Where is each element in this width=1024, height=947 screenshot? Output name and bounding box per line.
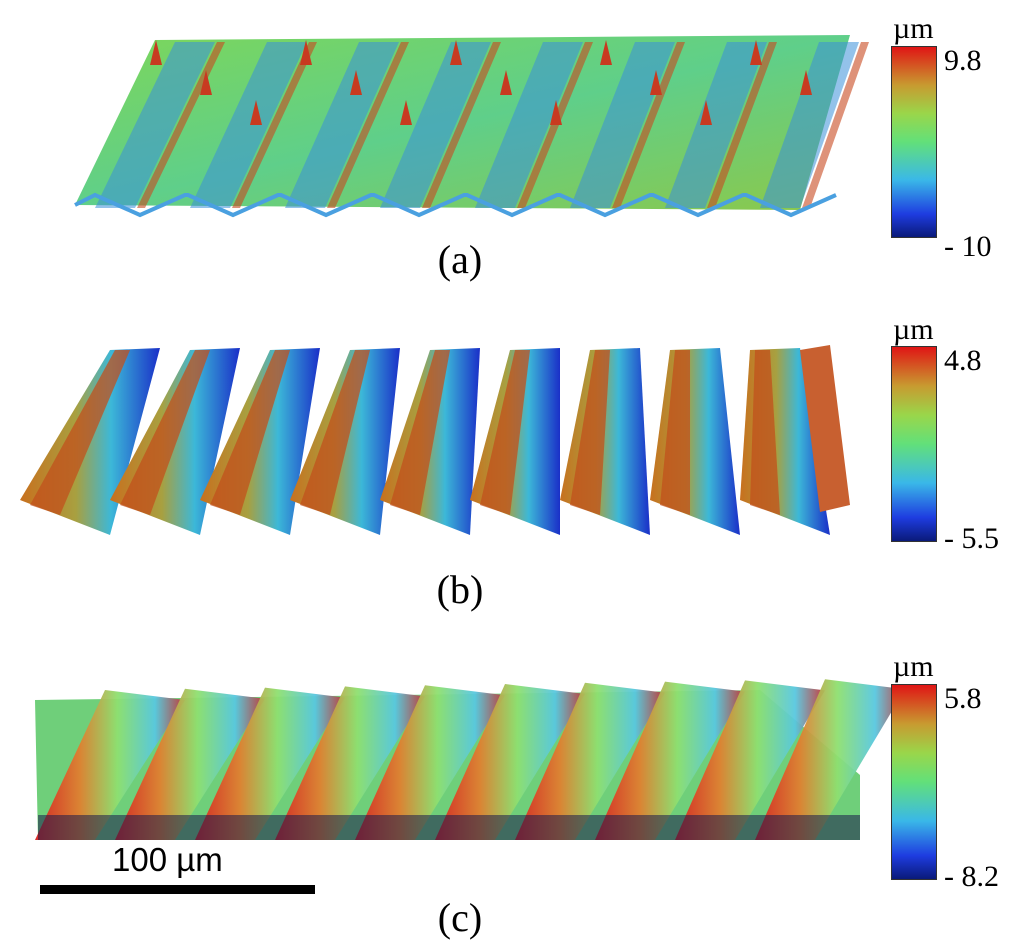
surface-c-ridges (35, 679, 905, 840)
ridge-c (435, 684, 585, 840)
peak-a (250, 100, 262, 125)
peak-a (300, 40, 312, 65)
surface-c-front-edge (38, 815, 860, 840)
ridge-c (675, 680, 825, 840)
peak-a (800, 70, 812, 95)
groove-a-edge (802, 42, 869, 208)
groove-a (570, 42, 675, 208)
ridge-c (595, 681, 745, 840)
surface-a-peaks (74, 40, 837, 218)
ridge-b-crest (30, 350, 130, 515)
groove-a (380, 42, 491, 208)
peak-a (200, 70, 212, 95)
groove-a-edge (327, 42, 409, 208)
panel-label-a: (a) (437, 237, 483, 282)
peak-a (400, 100, 412, 125)
peak-a (150, 40, 162, 65)
colorbar-b (891, 346, 937, 542)
groove-a-edge (422, 42, 501, 208)
ridge-b-crest (570, 350, 610, 515)
surface-a-grooves (95, 42, 869, 208)
peak-a (450, 40, 462, 65)
colorbar-a-min: - 10 (944, 230, 992, 263)
peak-a (700, 100, 712, 125)
ridge-c (755, 679, 905, 840)
scale-bar-label: 100 µm (112, 841, 223, 878)
scale-bar (40, 885, 315, 894)
groove-a (95, 42, 215, 208)
groove-a (760, 42, 859, 208)
panel-label-c: (c) (437, 895, 483, 940)
ridge-b-crest (300, 350, 370, 515)
groove-a-edge (707, 42, 777, 208)
colorbar-c-min: - 8.2 (944, 860, 999, 893)
peak-a (350, 70, 362, 95)
ridge-c (515, 682, 665, 840)
ridge-b-end (800, 345, 850, 512)
ridge-c (35, 690, 185, 840)
ridge-c (275, 686, 425, 840)
groove-a-edge (232, 42, 317, 208)
colorbar-c-max: 5.8 (944, 682, 982, 715)
ridge-b-crest (210, 350, 290, 515)
front-edge-a (74, 192, 837, 218)
peak-a (550, 100, 562, 125)
peak-a (600, 40, 612, 65)
colorbar-b-min: - 5.5 (944, 522, 999, 555)
colorbar-c (891, 684, 937, 880)
colorbar-a-unit: µm (893, 12, 934, 45)
ridge-b-crest (390, 350, 450, 515)
ridge-b-crest (660, 350, 690, 515)
groove-a (285, 42, 399, 208)
peak-a (750, 40, 762, 65)
ridge-c (355, 685, 505, 840)
colorbar-b-unit: µm (893, 313, 934, 346)
groove-a (475, 42, 583, 208)
colorbar-c-unit: µm (893, 650, 934, 683)
ridge-b-crest (120, 350, 210, 515)
ridge-c (115, 688, 265, 840)
colorbar-a (891, 46, 937, 238)
colorbar-a-max: 9.8 (944, 44, 982, 77)
ridge-b-crest (750, 350, 780, 515)
ridge-c (195, 687, 345, 840)
colorbar-b-max: 4.8 (944, 344, 982, 377)
peak-a (650, 70, 662, 95)
groove-a (665, 42, 767, 208)
ridge-b-crest (480, 350, 530, 515)
peak-a (500, 70, 512, 95)
groove-a (190, 42, 307, 208)
surface-b-ridges (20, 345, 850, 535)
panel-label-b: (b) (436, 567, 484, 612)
groove-a-edge (612, 42, 685, 208)
